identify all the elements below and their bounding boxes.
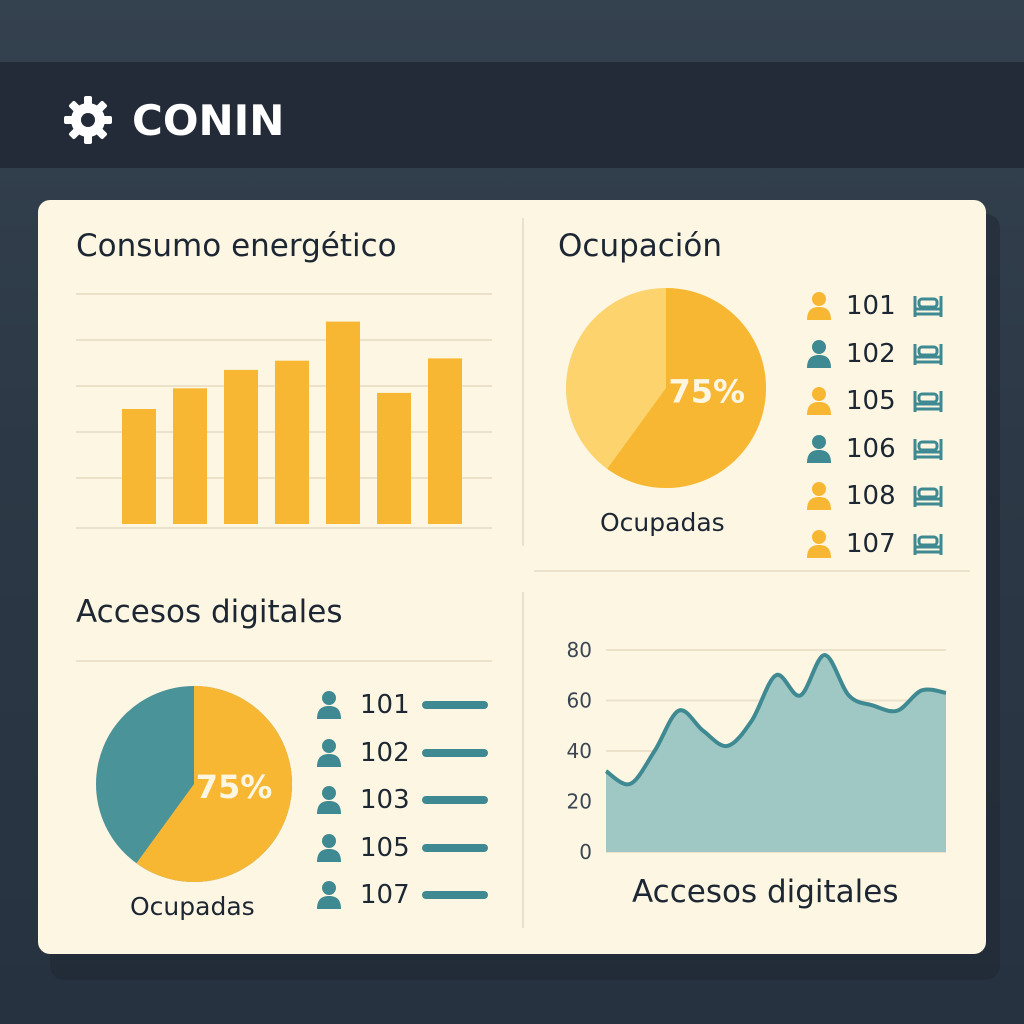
person-icon <box>806 434 832 464</box>
energy-bar[interactable] <box>122 409 156 524</box>
trend-y-tick-label: 0 <box>579 840 592 862</box>
brand[interactable]: CONIN <box>62 92 284 148</box>
room-number: 105 <box>360 832 410 863</box>
energy-bar[interactable] <box>224 369 258 524</box>
access-pie-percent-label: 75% <box>196 768 273 806</box>
divider-horizontal <box>534 570 970 572</box>
person-icon <box>316 690 342 720</box>
occupancy-room-row[interactable]: 108 <box>806 479 944 513</box>
gear-icon <box>64 96 112 144</box>
bed-icon <box>912 293 944 319</box>
access-room-row[interactable]: 107 <box>316 878 488 912</box>
energy-bar-chart[interactable] <box>76 290 496 530</box>
header-bar <box>0 62 1024 168</box>
access-pie-chart[interactable]: 75% <box>94 684 294 884</box>
room-number: 101 <box>360 690 410 720</box>
person-icon <box>316 880 342 910</box>
trend-y-tick-label: 60 <box>567 689 592 713</box>
occupancy-pie-slice-main[interactable] <box>607 288 766 488</box>
person-icon <box>316 738 342 768</box>
person-icon <box>806 529 832 559</box>
access-room-row[interactable]: 101 <box>316 688 488 722</box>
room-number: 107 <box>846 529 896 559</box>
access-title: Accesos digitales <box>76 594 343 630</box>
divider-vertical-bottom <box>522 592 524 928</box>
bed-icon <box>912 531 944 557</box>
person-icon <box>806 386 832 416</box>
trend-series-line[interactable] <box>604 653 947 787</box>
energy-bar[interactable] <box>173 388 207 524</box>
room-number: 102 <box>846 338 896 369</box>
room-number: 106 <box>846 433 896 464</box>
access-status-bar <box>422 891 488 899</box>
access-status-bar <box>422 843 488 852</box>
occupancy-room-row[interactable]: 105 <box>806 384 944 418</box>
dashboard-card: Consumo energético Ocupación 75% Ocupada… <box>38 200 986 954</box>
person-icon <box>806 339 832 369</box>
bed-icon <box>912 436 944 462</box>
access-status-bar <box>422 796 488 804</box>
energy-title: Consumo energético <box>76 228 397 264</box>
occupancy-room-row[interactable]: 107 <box>806 527 944 561</box>
divider-vertical-top <box>522 218 524 546</box>
occupancy-room-row[interactable]: 106 <box>806 432 944 466</box>
bed-icon <box>912 388 944 414</box>
bed-icon <box>912 483 944 509</box>
trend-y-tick-label: 40 <box>567 739 592 763</box>
person-icon <box>806 481 832 511</box>
brand-name: CONIN <box>132 95 285 145</box>
access-trend-area-chart[interactable]: 0 20 40 60 80 <box>550 600 950 862</box>
room-number: 101 <box>846 291 896 321</box>
trend-area-fill <box>606 655 946 852</box>
energy-bar[interactable] <box>275 360 309 524</box>
room-number: 103 <box>360 785 410 815</box>
trend-y-tick-label: 20 <box>567 790 592 814</box>
energy-bar[interactable] <box>428 358 462 524</box>
occupancy-room-row[interactable]: 101 <box>806 289 944 323</box>
person-icon <box>316 833 342 863</box>
access-pie-slice-main[interactable] <box>136 686 292 882</box>
occupancy-pie-percent-label: 75% <box>669 372 746 410</box>
occupancy-title: Ocupación <box>558 228 723 264</box>
access-status-bar <box>422 701 488 709</box>
room-number: 107 <box>360 880 410 910</box>
access-room-row[interactable]: 103 <box>316 783 488 817</box>
energy-bar[interactable] <box>377 392 411 524</box>
trend-y-tick-label: 80 <box>567 638 592 662</box>
person-icon <box>316 785 342 815</box>
room-number: 108 <box>846 481 896 512</box>
occupancy-pie-chart[interactable]: 75% <box>564 286 768 490</box>
occupancy-room-row[interactable]: 102 <box>806 337 944 371</box>
room-number: 105 <box>846 386 896 417</box>
person-icon <box>806 291 832 321</box>
access-room-row[interactable]: 102 <box>316 736 488 770</box>
access-title-underline <box>76 660 492 662</box>
access-pie-caption: Ocupadas <box>130 892 255 921</box>
access-room-row[interactable]: 105 <box>316 831 488 865</box>
bed-icon <box>912 341 944 367</box>
room-number: 102 <box>360 737 410 768</box>
access-status-bar <box>422 748 488 757</box>
occupancy-pie-caption: Ocupadas <box>600 508 725 537</box>
energy-bar[interactable] <box>326 321 360 524</box>
trend-x-axis-label: Accesos digitales <box>632 874 899 910</box>
